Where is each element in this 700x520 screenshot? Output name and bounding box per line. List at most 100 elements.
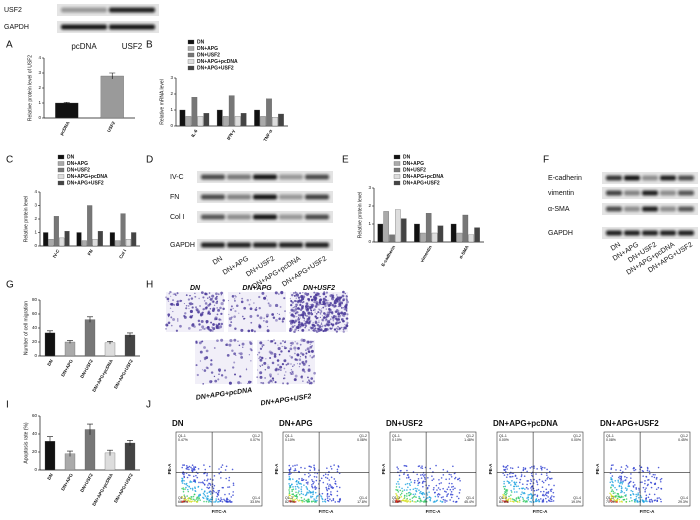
event [202, 482, 205, 484]
stained-cell [267, 302, 270, 305]
stained-cell [305, 352, 308, 355]
stained-cell [191, 323, 195, 327]
stained-cell [231, 349, 234, 353]
event [331, 486, 333, 488]
event [292, 500, 294, 502]
stained-cell [185, 307, 188, 310]
event [505, 466, 508, 468]
stained-cell [261, 291, 265, 295]
stained-cell [216, 307, 218, 309]
blot-band [624, 175, 640, 181]
stained-cell [331, 297, 335, 301]
stained-cell [235, 304, 239, 308]
event [403, 464, 406, 467]
event [319, 479, 321, 482]
stained-cell [169, 307, 172, 309]
event [622, 471, 624, 473]
event [529, 500, 531, 503]
event [533, 478, 535, 481]
stained-cell [258, 295, 261, 299]
stained-cell [345, 309, 348, 312]
stained-cell [328, 307, 331, 311]
event [408, 491, 411, 494]
event [454, 477, 456, 480]
error-bar [87, 316, 93, 323]
event [313, 464, 315, 467]
event [183, 495, 186, 498]
event [199, 499, 201, 501]
event [292, 498, 294, 501]
event [452, 485, 455, 488]
event [229, 501, 232, 503]
stained-cell [308, 329, 310, 331]
image-label: DN+USF2 [303, 285, 335, 292]
legend-label: DN+APG+pcDNA [67, 174, 108, 180]
event [296, 483, 298, 486]
event [509, 472, 511, 475]
event [647, 479, 650, 481]
event [182, 490, 185, 493]
stained-cell [301, 314, 305, 317]
event [536, 495, 539, 498]
stained-cell [319, 303, 322, 305]
stained-cell [232, 366, 235, 369]
event [533, 467, 535, 469]
event [326, 488, 328, 490]
stained-cell [300, 321, 304, 325]
event [631, 499, 633, 502]
event [534, 500, 537, 503]
legend-swatch [187, 39, 195, 45]
event [621, 482, 624, 485]
stained-cell [215, 323, 217, 326]
event [640, 466, 643, 469]
stained-cell [301, 328, 305, 332]
event [552, 491, 555, 494]
event [307, 481, 309, 483]
stained-cell [330, 328, 332, 330]
bar [400, 218, 407, 243]
stained-cell [200, 319, 204, 323]
event [530, 501, 533, 503]
event [304, 467, 306, 470]
stained-cell [220, 293, 222, 295]
event [506, 480, 509, 482]
event [623, 498, 626, 501]
stained-cell [344, 324, 346, 326]
stained-cell [293, 364, 295, 366]
stained-cell [297, 299, 300, 303]
event [326, 497, 329, 499]
event [311, 480, 314, 483]
stained-cell [282, 382, 285, 385]
legend-swatch [393, 167, 401, 173]
event [296, 485, 299, 488]
bar [260, 116, 266, 127]
stained-cell [320, 323, 323, 326]
quadrant-name: Q1-2 [466, 434, 474, 438]
bar [395, 209, 401, 243]
stained-cell [202, 382, 205, 385]
event [315, 501, 317, 503]
event [513, 481, 516, 484]
stained-cell [286, 382, 289, 385]
event [540, 465, 542, 468]
event [288, 494, 291, 496]
event [191, 468, 193, 470]
event [213, 501, 215, 503]
stained-cell [326, 311, 330, 315]
event [617, 479, 619, 482]
event [529, 478, 532, 481]
stained-cell [199, 360, 202, 362]
event [406, 482, 409, 485]
event [293, 494, 296, 497]
stained-cell [331, 327, 334, 329]
blot-band [305, 214, 329, 220]
stained-cell [346, 313, 349, 316]
event [324, 498, 327, 501]
event [424, 478, 426, 480]
image-label: DN+APG+USF2 [260, 393, 312, 407]
event [642, 475, 644, 477]
event [408, 482, 411, 485]
event [438, 482, 441, 485]
event [232, 494, 234, 496]
stained-cell [337, 325, 339, 328]
